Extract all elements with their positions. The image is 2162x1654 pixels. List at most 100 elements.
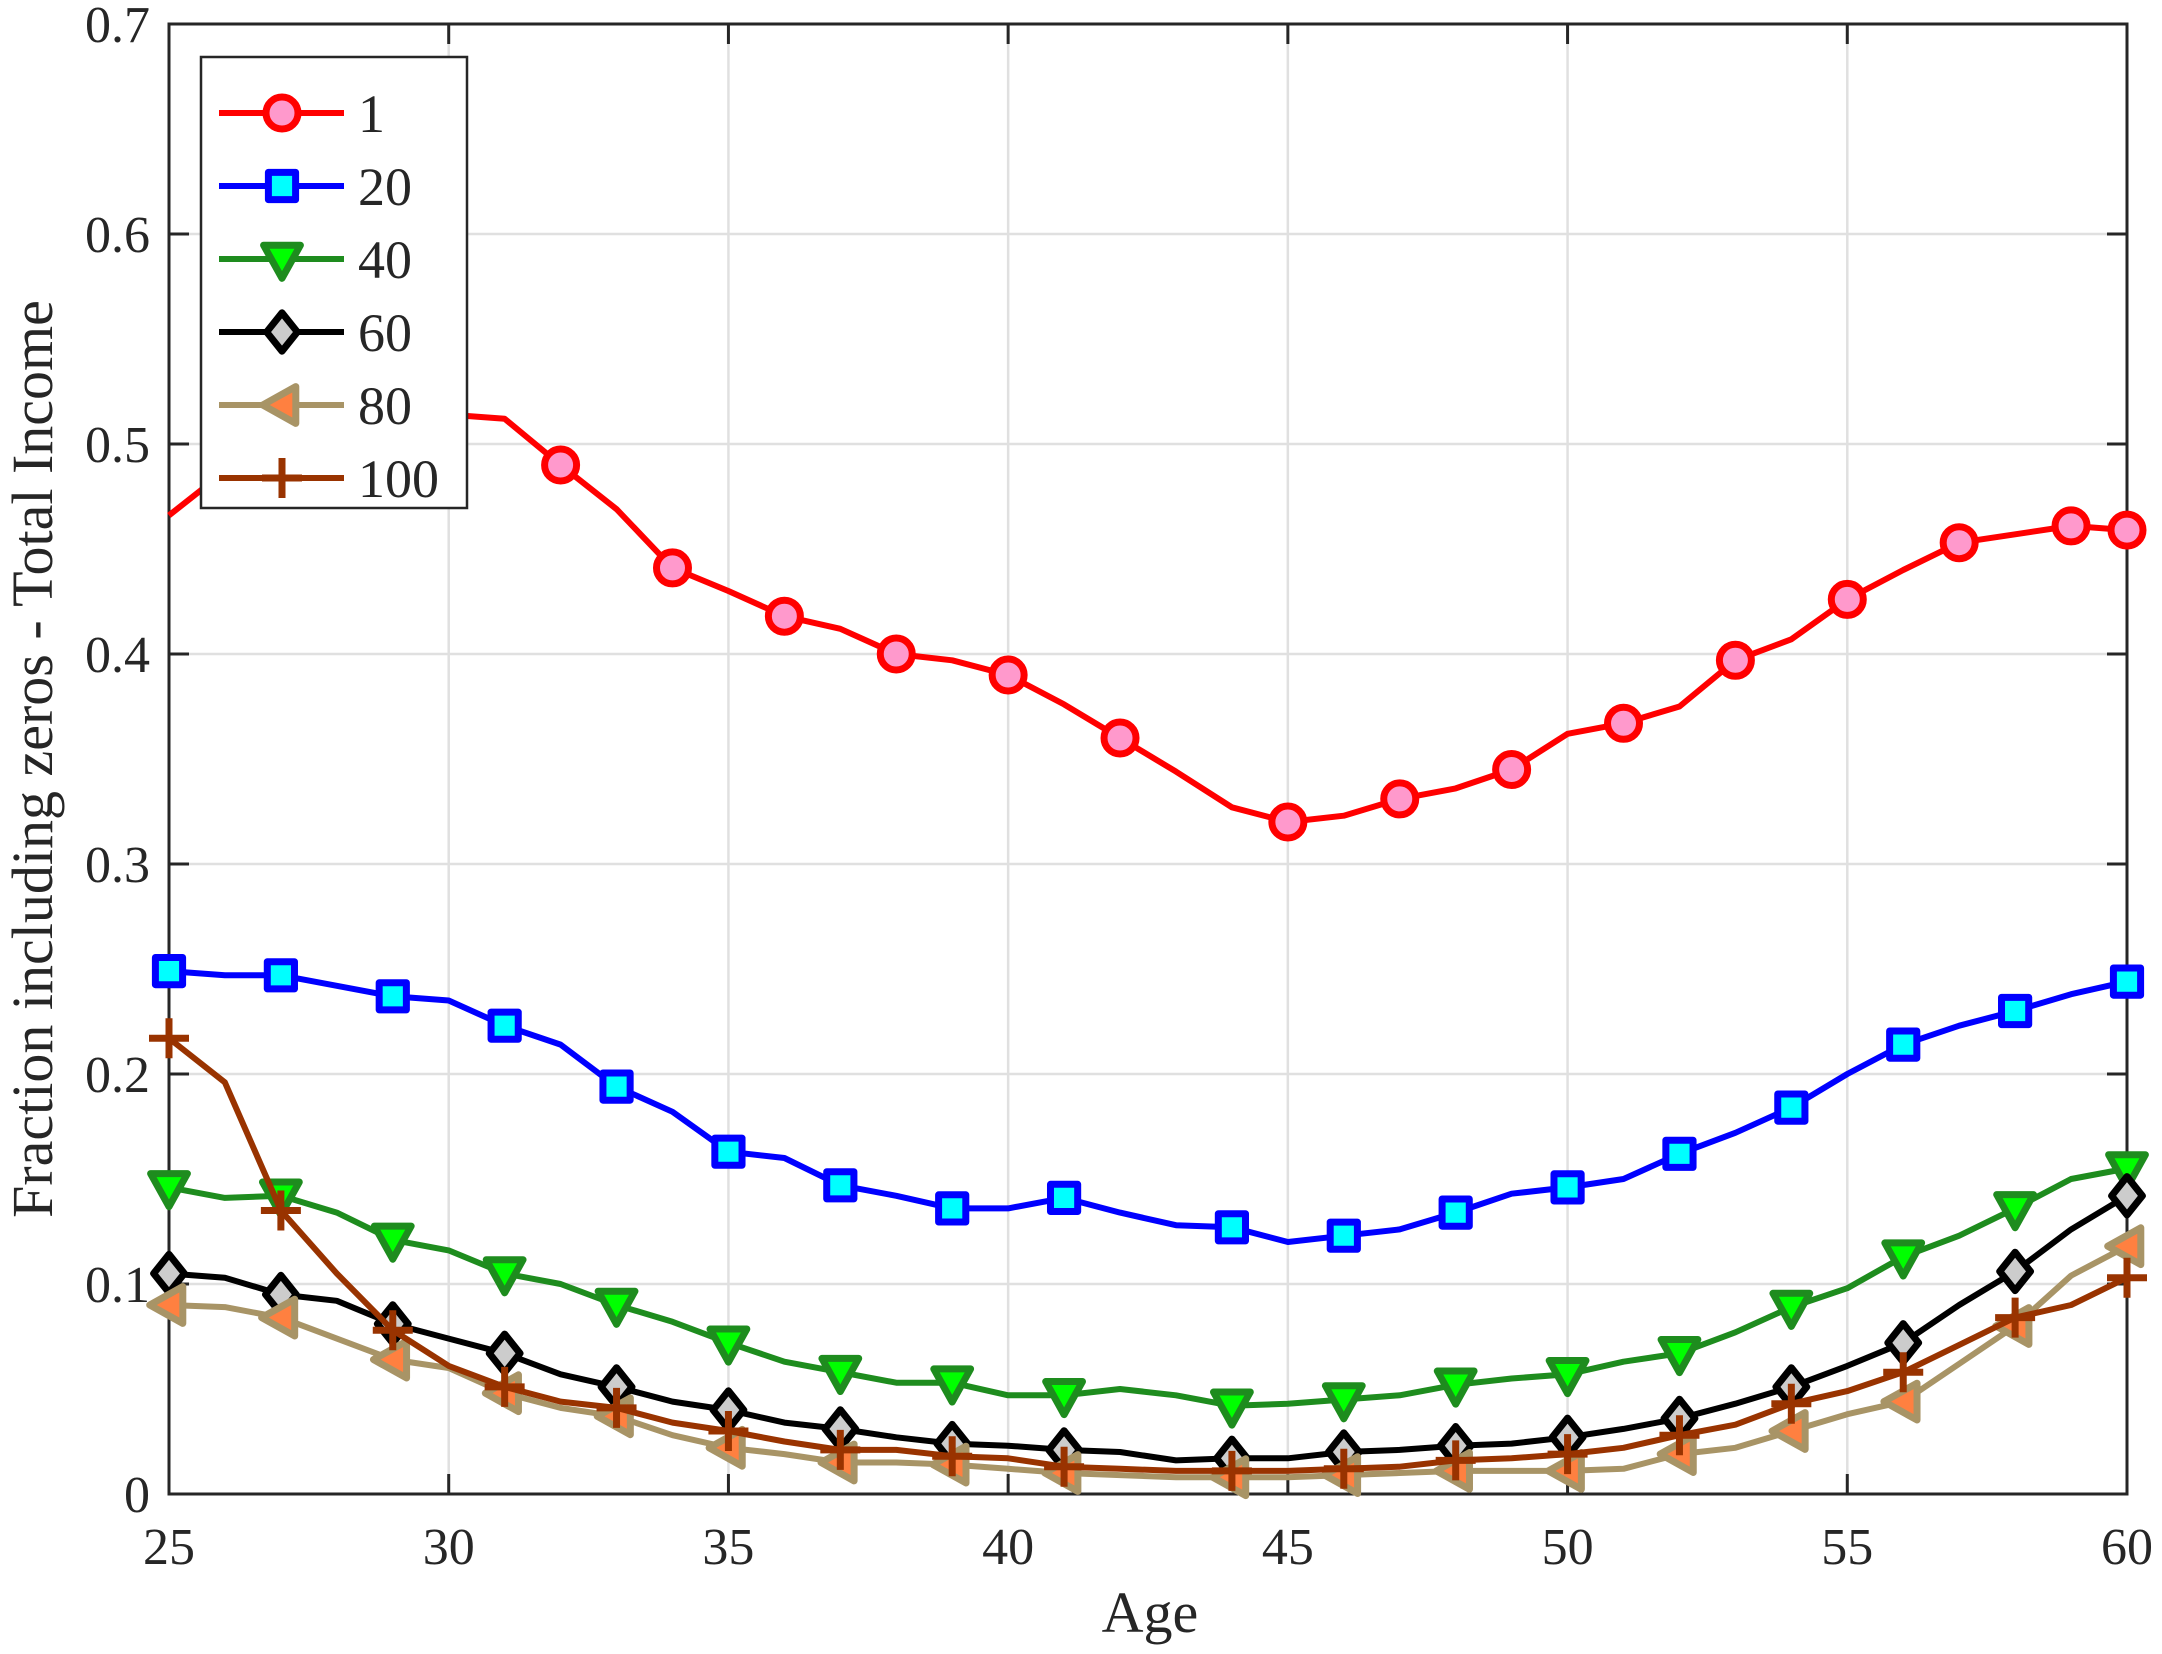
- x-tick-label: 30: [423, 1519, 475, 1576]
- circle-marker: [764, 596, 804, 636]
- circle-marker: [988, 655, 1028, 695]
- square-marker: [1046, 1180, 1082, 1216]
- plus-marker: [1547, 1434, 1588, 1475]
- triangle-down-marker: [930, 1365, 975, 1406]
- y-tick-label: 0.6: [85, 207, 150, 264]
- circle-marker: [652, 548, 692, 588]
- axes: [167, 22, 2129, 1496]
- triangle-left-marker: [259, 383, 300, 427]
- plus-marker: [2107, 1257, 2147, 1298]
- triangle-left-marker: [2104, 1224, 2145, 1269]
- legend-item-1: 1: [219, 84, 385, 144]
- y-tick-label: 0.7: [85, 0, 150, 54]
- x-tick-label: 55: [1821, 1519, 1873, 1576]
- diamond-marker: [263, 309, 301, 355]
- plus-marker: [708, 1411, 749, 1451]
- x-tick-label: 40: [982, 1519, 1034, 1576]
- y-tick-label: 0.4: [85, 627, 150, 684]
- square-marker: [1550, 1170, 1585, 1205]
- circle-marker: [1604, 703, 1644, 743]
- circle-marker: [2051, 506, 2091, 546]
- square-marker: [263, 958, 298, 993]
- circle-marker: [1715, 640, 1755, 680]
- plus-marker: [1211, 1450, 1252, 1491]
- square-marker: [375, 979, 410, 1014]
- legend-label: 60: [358, 303, 412, 363]
- triangle-down-marker: [2105, 1151, 2149, 1192]
- plus-marker: [596, 1387, 637, 1428]
- circle-marker: [1939, 523, 1979, 563]
- y-tick-label: 0.5: [85, 417, 150, 474]
- series-line: [168, 968, 2128, 1245]
- grid-lines: [167, 22, 2129, 1496]
- plus-marker: [484, 1366, 525, 1407]
- circle-marker: [1268, 802, 1308, 842]
- triangle-left-marker: [258, 1295, 299, 1340]
- legend-box: [199, 55, 469, 510]
- square-marker: [2109, 964, 2145, 999]
- legend-label: 40: [358, 230, 412, 290]
- triangle-left-marker: [1880, 1379, 1921, 1424]
- x-tick-label: 45: [1262, 1519, 1314, 1576]
- tick-labels: 25 30 35 40 45 50 55 60 0 0.1 0.2 0.3 0.4 0.5 0.6 0.7: [85, 0, 2153, 1576]
- y-axis-label: Fraction including zeros - Total Income: [0, 300, 65, 1218]
- square-marker: [1438, 1195, 1473, 1230]
- legend-label: 1: [358, 84, 385, 144]
- legend-item-20: 20: [219, 157, 412, 217]
- square-marker: [599, 1069, 634, 1104]
- square-marker: [487, 1008, 522, 1043]
- series-100: [149, 1018, 2147, 1491]
- plus-marker: [149, 1018, 189, 1059]
- series-lines: [146, 395, 2149, 1500]
- series-40: [147, 1151, 2149, 1429]
- square-marker: [711, 1134, 746, 1169]
- legend-label: 100: [358, 449, 439, 509]
- square-marker: [823, 1168, 858, 1203]
- triangle-down-marker: [147, 1170, 191, 1211]
- series-line: [168, 1243, 2129, 1481]
- legend-item-100: 100: [219, 449, 439, 509]
- y-tick-label: 0.1: [85, 1257, 150, 1314]
- x-axis-label: Age: [1102, 1580, 1199, 1645]
- plus-marker: [820, 1429, 861, 1470]
- square-marker: [1214, 1210, 1250, 1245]
- legend-item-40: 40: [219, 230, 412, 290]
- legend-item-80: 80: [219, 376, 412, 436]
- legend: 1 20 40 60 80 100: [199, 55, 469, 510]
- triangle-down-marker: [594, 1287, 639, 1328]
- square-marker: [264, 168, 300, 204]
- triangle-down-marker: [818, 1354, 863, 1396]
- triangle-down-marker: [482, 1256, 527, 1297]
- triangle-down-marker: [1210, 1388, 1254, 1429]
- triangle-down-marker: [1881, 1239, 1926, 1280]
- plus-marker: [1883, 1352, 1924, 1393]
- square-marker: [1326, 1218, 1361, 1253]
- plot-area-border: [167, 22, 2129, 1496]
- triangle-down-marker: [1769, 1289, 1814, 1330]
- triangle-left-marker: [369, 1337, 411, 1382]
- series-20: [151, 954, 2145, 1253]
- plus-marker: [1995, 1297, 2036, 1338]
- legend-item-60: 60: [219, 303, 412, 363]
- legend-label: 20: [358, 157, 412, 217]
- circle-marker: [2107, 510, 2147, 550]
- square-marker: [1662, 1136, 1697, 1171]
- circle-marker: [1100, 718, 1140, 758]
- triangle-down-marker: [1545, 1357, 1590, 1398]
- plus-marker: [1659, 1415, 1700, 1456]
- square-marker: [1886, 1027, 1921, 1062]
- series-line: [167, 411, 2128, 825]
- square-marker: [1998, 993, 2033, 1029]
- triangle-down-marker: [1042, 1378, 1086, 1419]
- plus-marker: [932, 1436, 973, 1477]
- x-tick-label: 60: [2101, 1519, 2153, 1576]
- diamond-marker: [1996, 1248, 2034, 1295]
- diamond-marker: [485, 1330, 524, 1376]
- triangle-down-marker: [706, 1325, 751, 1366]
- square-marker: [1774, 1090, 1809, 1125]
- plus-marker: [262, 458, 302, 498]
- triangle-down-marker: [370, 1222, 415, 1263]
- plus-marker: [1771, 1383, 1812, 1424]
